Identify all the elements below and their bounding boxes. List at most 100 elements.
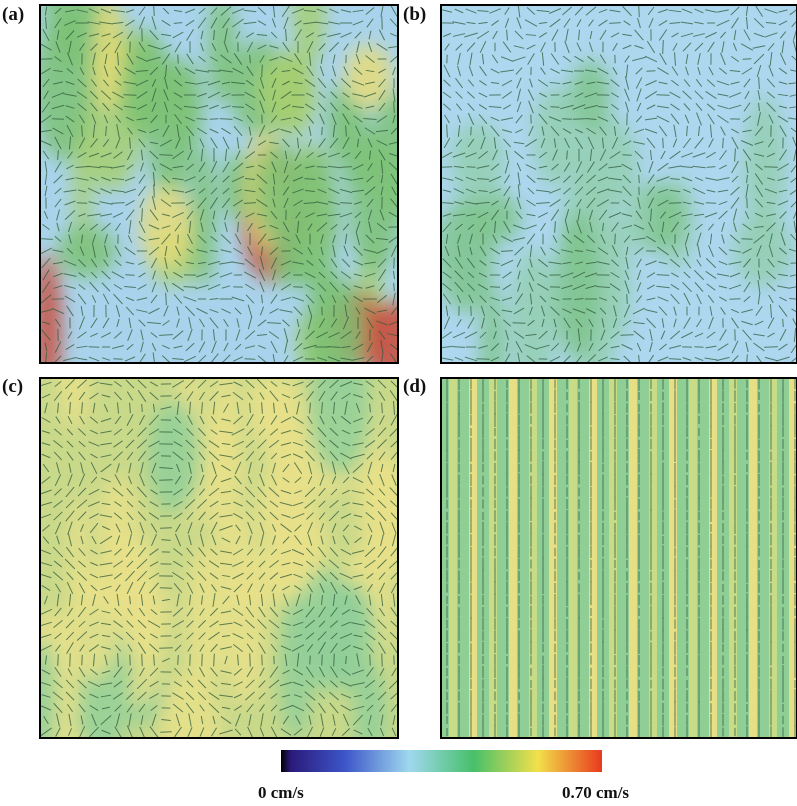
speed-blob (360, 458, 411, 575)
velocity-arrow (160, 528, 172, 529)
panel-label: (a) (2, 4, 24, 26)
velocity-arrow (113, 359, 122, 360)
velocity-arrow (394, 101, 395, 113)
velocity-arrow (161, 540, 170, 541)
velocity-arrow (447, 125, 448, 138)
speed-blob (371, 93, 421, 220)
velocity-arrow (471, 127, 472, 136)
speed-blob (256, 465, 314, 548)
velocity-arrow (646, 71, 655, 72)
velocity-arrow (40, 59, 53, 60)
velocity-arrow (159, 155, 172, 156)
velocity-arrow (615, 234, 616, 245)
velocity-arrow (622, 155, 631, 156)
velocity-arrow (159, 480, 173, 481)
velocity-arrow (370, 654, 371, 665)
velocity-arrow (58, 654, 59, 666)
speed-stripe (549, 378, 557, 738)
velocity-arrow (322, 127, 323, 135)
speed-stripe (529, 378, 537, 738)
panel-label: (b) (403, 4, 426, 26)
speed-blob (279, 593, 313, 742)
velocity-arrow (154, 184, 155, 197)
velocity-arrow (250, 653, 251, 666)
figure-canvas (0, 0, 797, 806)
speed-stripe (689, 378, 697, 738)
speed-stripe (749, 378, 757, 738)
speed-stripe (569, 378, 577, 738)
velocity-arrow (262, 65, 263, 78)
velocity-arrow (52, 119, 64, 120)
velocity-arrow (501, 251, 513, 252)
speed-blob (510, 249, 557, 392)
velocity-arrow (394, 283, 395, 291)
velocity-arrow (142, 404, 143, 412)
speed-blob (246, 372, 285, 442)
velocity-arrow (669, 203, 682, 204)
velocity-arrow (783, 319, 784, 327)
speed-blob (473, 192, 521, 244)
velocity-arrow (743, 59, 752, 60)
colorbar-min-label: 0 cm/s (258, 783, 304, 803)
velocity-arrow (663, 40, 664, 54)
speed-blob (57, 224, 116, 278)
velocity-arrow (159, 335, 173, 336)
velocity-arrow (267, 323, 281, 324)
panel (26, 329, 411, 784)
velocity-arrow (111, 203, 124, 204)
colorbar-max-label: 0.70 cm/s (562, 783, 629, 803)
velocity-arrow (346, 125, 347, 136)
velocity-arrow (562, 119, 572, 120)
speed-stripe (709, 378, 717, 738)
velocity-arrow (442, 167, 453, 168)
panel (437, 4, 797, 415)
speed-stripe (589, 378, 597, 738)
speed-stripe (649, 378, 657, 738)
velocity-arrow (657, 275, 670, 276)
speed-blob (191, 146, 217, 288)
velocity-arrow (154, 6, 155, 16)
velocity-arrow (707, 167, 716, 168)
speed-blob (287, 150, 339, 290)
speed-stripe (789, 378, 797, 738)
speed-blob (120, 43, 169, 136)
velocity-arrow (639, 175, 640, 183)
velocity-arrow (656, 95, 669, 96)
velocity-arrow (327, 347, 340, 348)
speed-stripe (609, 378, 617, 738)
speed-blob (185, 542, 225, 690)
speed-blob (97, 477, 139, 569)
panel-label: (d) (403, 376, 426, 398)
velocity-arrow (764, 347, 778, 348)
speed-blob (744, 97, 786, 239)
velocity-arrow (467, 167, 476, 168)
velocity-arrow (178, 655, 179, 665)
speed-blob (533, 86, 578, 187)
speed-stripe (769, 378, 777, 738)
speed-blob (305, 274, 365, 392)
speed-blob (212, 346, 238, 493)
velocity-arrow (453, 347, 465, 348)
speed-stripe (469, 378, 477, 738)
panel (441, 377, 797, 739)
velocity-arrow (573, 119, 585, 120)
speed-stripe (449, 378, 457, 738)
velocity-arrow (77, 203, 87, 204)
velocity-arrow (340, 167, 352, 168)
speed-stripe (489, 378, 497, 738)
velocity-arrow (245, 359, 256, 360)
panel-label: (c) (2, 376, 23, 398)
panel (33, 0, 422, 401)
speed-stripe (729, 378, 737, 738)
velocity-arrow (174, 23, 182, 24)
colorbar (281, 750, 602, 772)
velocity-arrow (394, 257, 395, 268)
speed-stripe (629, 378, 637, 738)
velocity-arrow (639, 5, 640, 17)
speed-stripe (509, 378, 517, 738)
velocity-arrow (89, 347, 100, 348)
velocity-arrow (244, 203, 256, 204)
velocity-arrow (663, 138, 664, 148)
velocity-arrow (334, 654, 335, 667)
figure: (a) (b) (c) (d) 0 cm/s 0.70 cm/s (0, 0, 797, 806)
